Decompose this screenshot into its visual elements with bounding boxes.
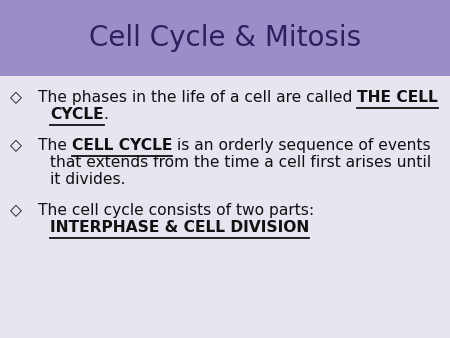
Text: CELL CYCLE: CELL CYCLE: [72, 138, 172, 153]
Text: ◇: ◇: [10, 138, 22, 153]
Text: The phases in the life of a cell are called: The phases in the life of a cell are cal…: [38, 90, 357, 105]
Text: The: The: [38, 138, 72, 153]
Text: Cell Cycle & Mitosis: Cell Cycle & Mitosis: [89, 24, 361, 52]
Text: ◇: ◇: [10, 90, 22, 105]
Text: INTERPHASE & CELL DIVISION: INTERPHASE & CELL DIVISION: [50, 220, 309, 235]
Bar: [0, 0, 450, 76]
Text: THE CELL: THE CELL: [357, 90, 438, 105]
Text: is an orderly sequence of events: is an orderly sequence of events: [172, 138, 431, 153]
Text: that extends from the time a cell first arises until: that extends from the time a cell first …: [50, 155, 431, 170]
Text: CYCLE: CYCLE: [50, 107, 104, 122]
Text: ◇: ◇: [10, 203, 22, 218]
Text: it divides.: it divides.: [50, 172, 126, 187]
Text: The cell cycle consists of two parts:: The cell cycle consists of two parts:: [38, 203, 314, 218]
Text: .: .: [104, 107, 108, 122]
